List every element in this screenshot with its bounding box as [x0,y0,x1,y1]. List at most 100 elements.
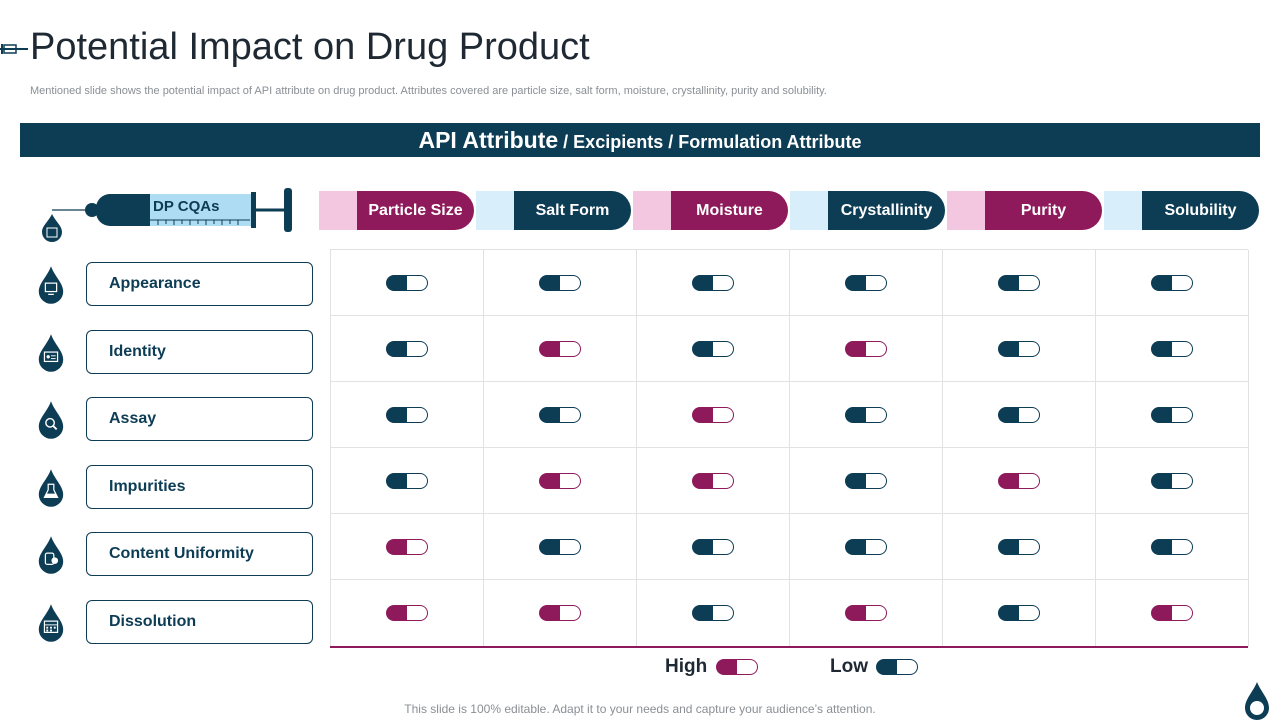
grid-cell [484,580,637,647]
impact-capsule-icon [845,605,887,621]
column-header: Particle Size [319,191,474,230]
grid-cell [1096,514,1249,580]
column-header-accent [1104,191,1142,230]
impact-capsule-icon [539,340,581,357]
impact-capsule-icon [539,605,581,621]
magnifier-icon [38,401,64,439]
row-label: Content Uniformity [86,532,313,576]
grid-bottom-rule [330,646,1248,648]
impact-capsule-icon [1151,538,1193,555]
legend-high-capsule-icon [716,659,758,675]
column-header-label: Particle Size [357,191,474,230]
impact-capsule-icon [386,472,428,489]
impact-capsule-icon [692,274,734,291]
impact-capsule-icon [998,274,1040,291]
column-header-accent [947,191,985,230]
legend-low-label: Low [830,656,868,677]
row-label: Appearance [86,262,313,306]
header-main: API Attribute [418,127,559,153]
column-header-label: Solubility [1142,191,1259,230]
flask-icon [38,469,64,507]
grid-cell [943,316,1096,382]
impact-capsule-icon [1151,605,1193,621]
grid-cell [484,448,637,514]
column-header-label: Salt Form [514,191,631,230]
attribute-header-bar: API Attribute / Excipients / Formulation… [20,123,1260,157]
impact-capsule-icon [998,538,1040,555]
grid-cell [790,514,943,580]
grid-cell [331,382,484,448]
impact-capsule-icon [1151,406,1193,423]
grid-cell [331,448,484,514]
impact-capsule-icon [386,340,428,357]
impact-capsule-icon [539,274,581,291]
grid-cell [331,514,484,580]
impact-capsule-icon [1151,274,1193,291]
grid-cell [637,382,790,448]
impact-capsule-icon [845,340,887,357]
impact-capsule-icon [692,406,734,423]
grid-cell [484,316,637,382]
legend-low-capsule-icon [876,659,918,675]
impact-grid [330,249,1249,647]
grid-cell [790,316,943,382]
column-header: Solubility [1104,191,1259,230]
grid-cell [331,250,484,316]
grid-cell [637,448,790,514]
impact-capsule-icon [998,340,1040,357]
column-header: Salt Form [476,191,631,230]
grid-cell [943,382,1096,448]
grid-cell [790,250,943,316]
grid-cell [637,316,790,382]
grid-cell [1096,316,1249,382]
impact-capsule-icon [845,406,887,423]
column-header-label: Crystallinity [828,191,945,230]
grid-cell [484,382,637,448]
impact-capsule-icon [386,605,428,621]
column-header-accent [790,191,828,230]
column-header-accent [319,191,357,230]
grid-cell [484,514,637,580]
impact-capsule-icon [386,538,428,555]
corner-drop-icon [1245,682,1269,720]
grid-cell [943,514,1096,580]
id-card-icon [38,334,64,372]
impact-capsule-icon [1151,472,1193,489]
grid-cell [943,580,1096,647]
impact-capsule-icon [539,472,581,489]
grid-cell [637,580,790,647]
page-title: Potential Impact on Drug Product [30,26,590,68]
grid-cell [484,250,637,316]
column-header: Crystallinity [790,191,945,230]
grid-cell [1096,580,1249,647]
impact-capsule-icon [539,538,581,555]
impact-capsule-icon [845,538,887,555]
page-subtitle: Mentioned slide shows the potential impa… [30,85,827,97]
column-header-label: Purity [985,191,1102,230]
impact-capsule-icon [998,406,1040,423]
syringe-label: DP CQAs [153,198,220,215]
syringe-mark-icon [0,44,28,54]
grid-cell [790,448,943,514]
impact-capsule-icon [386,274,428,291]
grid-cell [637,514,790,580]
impact-capsule-icon [845,274,887,291]
grid-cell [943,448,1096,514]
legend-high-label: High [665,656,708,677]
impact-capsule-icon [539,406,581,423]
grid-cell [790,382,943,448]
impact-capsule-icon [386,406,428,423]
row-label: Identity [86,330,313,374]
impact-capsule-icon [998,472,1040,489]
row-label: Impurities [86,465,313,509]
calendar-icon [38,604,64,642]
grid-cell [1096,448,1249,514]
monitor-icon [38,266,64,304]
footer-note: This slide is 100% editable. Adapt it to… [404,702,876,716]
grid-cell [331,580,484,647]
impact-capsule-icon [692,472,734,489]
column-header-label: Moisture [671,191,788,230]
impact-capsule-icon [692,605,734,621]
grid-cell [637,250,790,316]
grid-cell [1096,250,1249,316]
